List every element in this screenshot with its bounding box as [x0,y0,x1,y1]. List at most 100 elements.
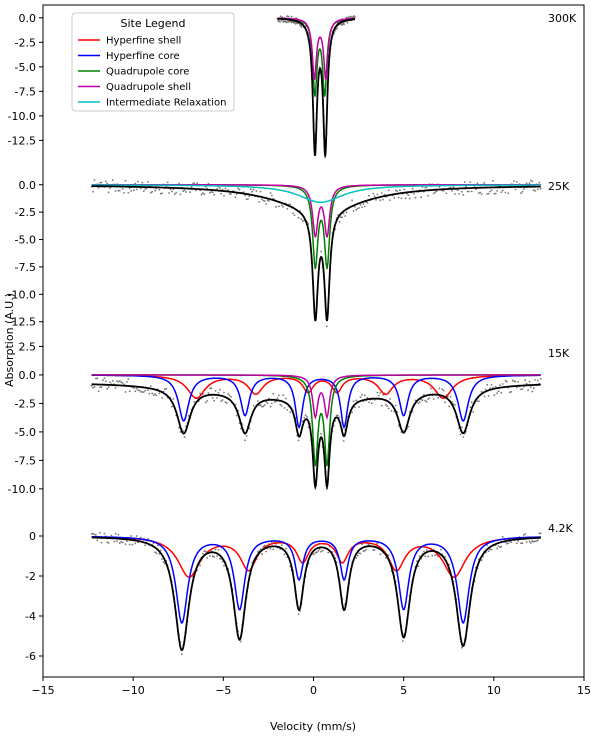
data-point [96,377,99,380]
data-point [237,187,240,190]
data-point [494,386,497,388]
data-point [427,555,429,558]
data-point [383,193,386,196]
data-point [403,188,406,191]
data-point [173,193,176,196]
data-point [417,402,420,405]
data-point [341,216,344,219]
x-tick-label: −5 [215,684,231,697]
data-point [307,223,310,225]
data-point [116,380,118,382]
data-point [355,557,358,559]
series-quadrupole-shell [277,17,355,81]
data-point [414,196,417,199]
data-point [470,190,473,193]
data-point [154,393,156,396]
y-tick-label: 0 [29,530,36,543]
data-point [162,561,165,564]
data-point [121,541,124,544]
data-point [204,401,207,404]
data-point [269,548,272,550]
data-point [92,190,94,193]
data-point [275,205,277,208]
data-point [100,181,103,184]
data-point [103,532,106,535]
data-point [213,399,216,402]
data-point [397,196,400,199]
data-point [141,391,144,393]
data-point [358,552,360,555]
data-point [142,391,145,393]
data-point [465,185,467,188]
data-point [325,325,328,328]
data-point [124,179,127,182]
data-point [118,542,121,544]
data-point [301,220,304,223]
legend-entry-label: Hyperfine core [106,51,180,62]
data-point [221,560,224,563]
data-point [461,646,463,649]
total-fit-line [277,17,355,158]
data-point [487,395,490,397]
data-point [489,190,491,193]
data-point [107,386,110,388]
data-point [489,387,491,389]
data-point [127,191,130,194]
data-point [113,540,116,543]
data-point [389,199,391,202]
y-tick-label: -10.0 [8,110,36,123]
y-tick-label: 2.5 [19,340,37,353]
data-point [535,540,538,542]
data-point [537,539,539,542]
data-point [393,196,396,199]
data-point [211,191,214,194]
y-tick-label: 12.5 [12,316,37,329]
y-tick-label: -4 [25,610,36,623]
data-point [338,221,341,223]
data-point [387,554,390,557]
data-point [178,182,180,185]
data-point [100,541,103,544]
data-point [459,433,462,436]
data-point [261,198,263,201]
data-point [515,386,518,389]
data-point [480,559,483,562]
data-point [279,20,281,23]
data-point [362,203,365,205]
data-point [183,436,186,439]
data-point [316,551,318,554]
data-point [106,182,109,185]
data-point [534,379,536,381]
data-point [486,193,489,195]
data-point [354,16,356,18]
data-point [490,384,493,386]
data-point [427,194,429,197]
data-point [521,190,524,193]
data-point [382,394,384,396]
data-point [297,613,300,615]
data-point [272,548,275,551]
data-point [375,199,377,201]
data-point [120,381,123,383]
data-point [134,542,137,545]
data-point [522,534,525,536]
data-point [209,555,211,557]
data-point [344,215,346,217]
data-point [255,190,258,192]
data-point [404,197,407,200]
data-point [172,188,175,191]
data-point [515,542,518,545]
data-point [354,206,356,208]
data-point [300,26,303,28]
data-point [486,383,489,386]
data-point [500,191,503,194]
data-point [262,545,265,548]
data-point [400,197,403,200]
data-point [106,387,109,390]
data-point [442,389,445,392]
data-point [216,397,218,399]
data-point [414,399,417,402]
data-point [259,404,262,407]
data-point [280,204,283,207]
data-point [99,386,101,388]
